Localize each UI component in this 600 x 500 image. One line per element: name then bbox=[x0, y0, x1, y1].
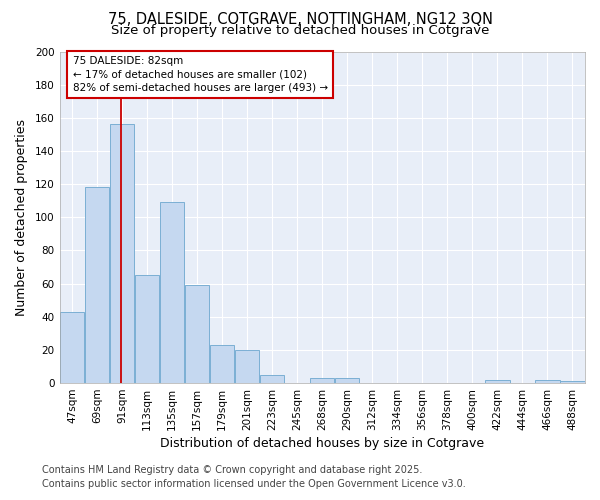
Bar bbox=[535, 380, 560, 383]
Bar bbox=[260, 375, 284, 383]
Bar bbox=[85, 188, 109, 383]
Text: Contains HM Land Registry data © Crown copyright and database right 2025.
Contai: Contains HM Land Registry data © Crown c… bbox=[42, 465, 466, 489]
Bar bbox=[60, 312, 84, 383]
Bar bbox=[560, 382, 584, 383]
Text: 75, DALESIDE, COTGRAVE, NOTTINGHAM, NG12 3QN: 75, DALESIDE, COTGRAVE, NOTTINGHAM, NG12… bbox=[107, 12, 493, 28]
Bar bbox=[310, 378, 334, 383]
Bar bbox=[160, 202, 184, 383]
X-axis label: Distribution of detached houses by size in Cotgrave: Distribution of detached houses by size … bbox=[160, 437, 484, 450]
Bar bbox=[210, 345, 235, 383]
Bar bbox=[235, 350, 259, 383]
Bar bbox=[485, 380, 509, 383]
Text: 75 DALESIDE: 82sqm
← 17% of detached houses are smaller (102)
82% of semi-detach: 75 DALESIDE: 82sqm ← 17% of detached hou… bbox=[73, 56, 328, 93]
Bar bbox=[135, 276, 159, 383]
Text: Size of property relative to detached houses in Cotgrave: Size of property relative to detached ho… bbox=[111, 24, 489, 37]
Y-axis label: Number of detached properties: Number of detached properties bbox=[15, 119, 28, 316]
Bar bbox=[185, 286, 209, 383]
Bar bbox=[335, 378, 359, 383]
Bar bbox=[110, 124, 134, 383]
